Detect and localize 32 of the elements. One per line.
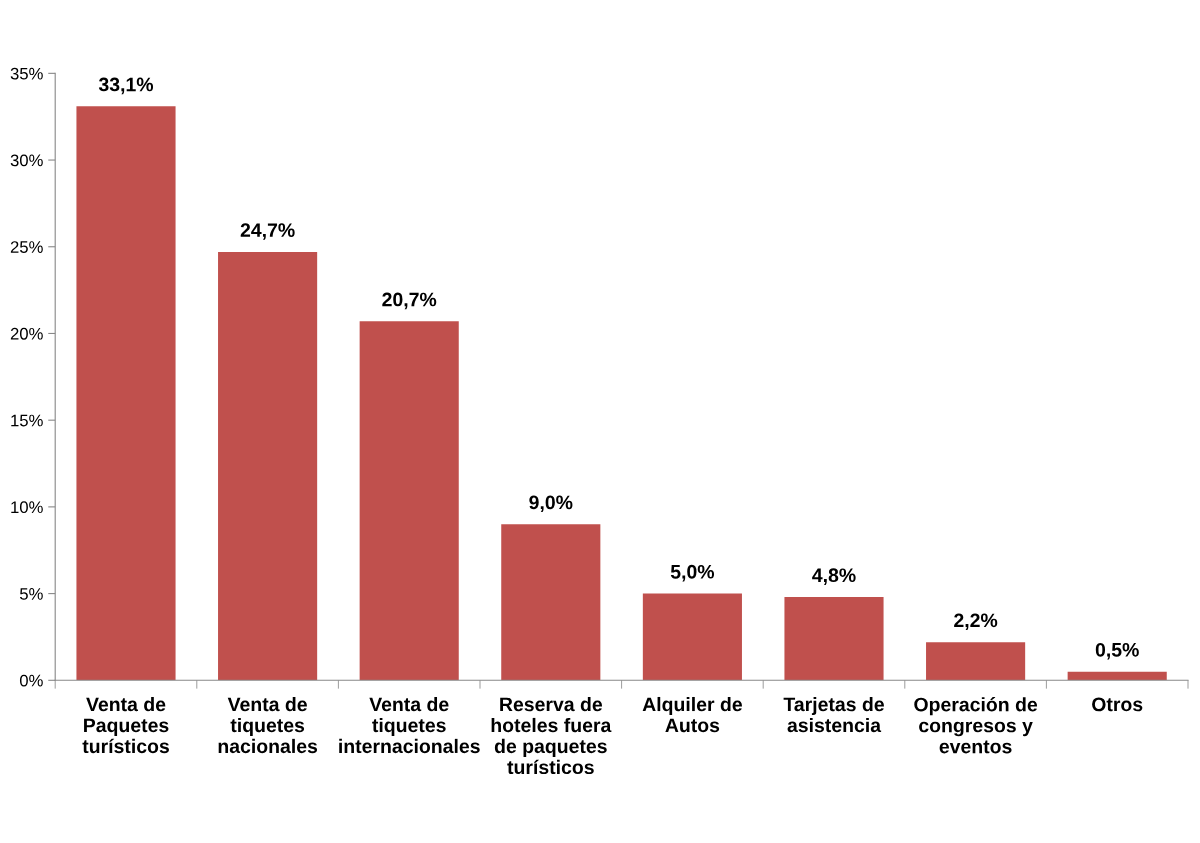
x-tick-label: Reserva de hoteles fuera de paquetes turísticos bbox=[491, 696, 612, 775]
x-tick-label: Venta de tiquetes nacionales bbox=[218, 696, 318, 754]
data-label: 33,1% bbox=[98, 77, 154, 95]
x-tick-label: Tarjetas de asistencia bbox=[783, 696, 884, 733]
y-tick-label: 0% bbox=[19, 674, 43, 687]
bar bbox=[1067, 671, 1167, 681]
data-label: 4,8% bbox=[812, 568, 856, 585]
bar bbox=[76, 106, 176, 681]
bar bbox=[218, 251, 318, 681]
data-label: 20,7% bbox=[382, 292, 437, 310]
y-tick-label: 35% bbox=[10, 67, 43, 80]
bar bbox=[501, 524, 601, 681]
x-tick-label: Venta de tiquetes internacionales bbox=[339, 696, 480, 754]
data-label: 9,0% bbox=[529, 495, 573, 513]
data-label: 0,5% bbox=[1095, 642, 1139, 660]
x-tick-label: Operación de congresos y eventos bbox=[914, 696, 1038, 754]
y-tick-label: 30% bbox=[10, 154, 43, 167]
data-label: 24,7% bbox=[240, 223, 295, 240]
y-tick-label: 10% bbox=[11, 501, 43, 514]
y-tick-label: 15% bbox=[11, 414, 43, 427]
x-tick-label: Alquiler de Autos bbox=[642, 696, 742, 733]
y-tick-label: 25% bbox=[10, 241, 43, 253]
bar bbox=[642, 593, 742, 681]
data-label: 5,0% bbox=[670, 564, 715, 582]
y-tick-label: 5% bbox=[19, 588, 43, 600]
y-tick-label: 20% bbox=[10, 327, 43, 340]
bar bbox=[926, 642, 1026, 681]
x-tick-label: Otros bbox=[1092, 697, 1143, 712]
x-tick-label: Venta de Paquetes turísticos bbox=[82, 696, 169, 754]
data-label: 2,2% bbox=[954, 613, 998, 631]
bar bbox=[359, 321, 459, 681]
bar bbox=[784, 597, 884, 681]
